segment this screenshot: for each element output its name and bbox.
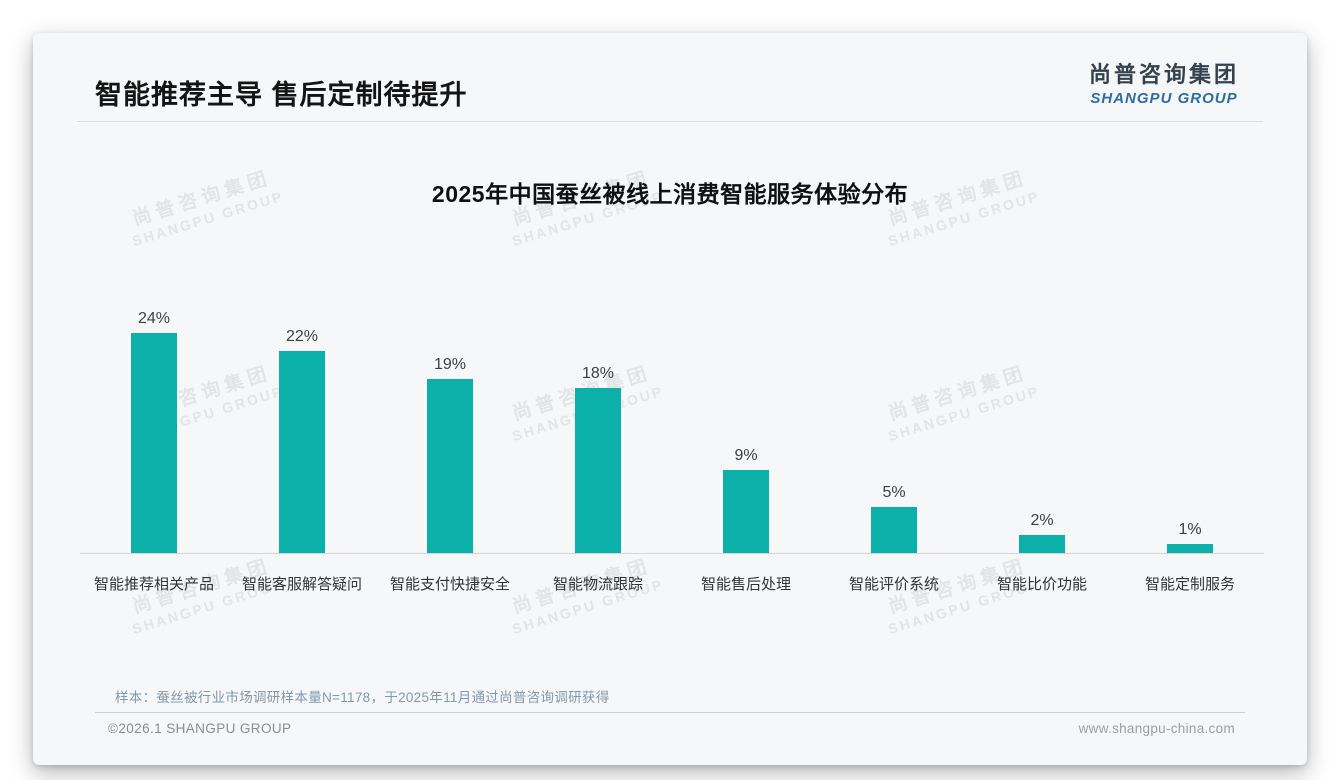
- copyright-text: ©2026.1 SHANGPU GROUP: [108, 721, 292, 736]
- bar-column: 1%: [1116, 521, 1264, 553]
- bar: [723, 470, 769, 553]
- bar-value-label: 22%: [285, 328, 319, 345]
- bars-row: 24% 22% 19% 18% 9% 5% 2% 1%: [80, 303, 1264, 553]
- chart-title: 2025年中国蚕丝被线上消费智能服务体验分布: [431, 181, 909, 207]
- bar-value-label: 1%: [1178, 521, 1202, 538]
- logo-chinese-text: 尚普咨询集团: [1088, 62, 1239, 87]
- category-label: 智能售后处理: [700, 576, 791, 593]
- bar: [131, 333, 177, 553]
- category-label: 智能客服解答疑问: [241, 576, 362, 593]
- header-divider: [77, 121, 1263, 122]
- bar-column: 18%: [524, 365, 672, 553]
- category-label: 智能评价系统: [848, 576, 939, 593]
- category-label: 智能推荐相关产品: [93, 576, 214, 593]
- sample-note: 样本：蚕丝被行业市场调研样本量N=1178，于2025年11月通过尚普咨询调研获…: [115, 690, 610, 705]
- category-label: 智能物流跟踪: [552, 576, 643, 593]
- bar-value-label: 24%: [137, 310, 171, 327]
- category-labels-row: 智能推荐相关产品 智能客服解答疑问 智能支付快捷安全 智能物流跟踪 智能售后处理 智能评价…: [80, 573, 1264, 594]
- bar-value-label: 19%: [433, 356, 467, 373]
- bar-column: 19%: [376, 356, 524, 553]
- footer-divider: [95, 712, 1245, 713]
- bar: [575, 388, 621, 553]
- bar: [1167, 544, 1213, 553]
- bar: [1019, 535, 1065, 553]
- bar: [871, 507, 917, 553]
- slide-card: 尚普咨询集团 SHANGPU GROUP 尚普咨询集团 SHANGPU GROUP 尚普…: [33, 33, 1307, 765]
- bar-column: 22%: [228, 328, 376, 553]
- bar-value-label: 5%: [882, 484, 906, 501]
- logo-english-text: SHANGPU GROUP: [1090, 90, 1238, 107]
- website-link[interactable]: www.shangpu-china.com: [1078, 721, 1235, 736]
- bar-column: 9%: [672, 447, 820, 553]
- bar: [427, 379, 473, 553]
- category-label: 智能定制服务: [1144, 576, 1235, 593]
- page-title: 智能推荐主导 售后定制待提升: [95, 80, 468, 110]
- x-axis-line: [80, 553, 1264, 554]
- bar-column: 5%: [820, 484, 968, 553]
- bar-value-label: 18%: [581, 365, 615, 382]
- bar-column: 24%: [80, 310, 228, 553]
- bar: [279, 351, 325, 553]
- bar-value-label: 2%: [1030, 512, 1054, 529]
- category-label: 智能支付快捷安全: [389, 576, 510, 593]
- bar-column: 2%: [968, 512, 1116, 553]
- bar-value-label: 9%: [734, 447, 758, 464]
- category-label: 智能比价功能: [996, 576, 1087, 593]
- company-logo: 尚普咨询集团 SHANGPU GROUP: [1089, 57, 1239, 107]
